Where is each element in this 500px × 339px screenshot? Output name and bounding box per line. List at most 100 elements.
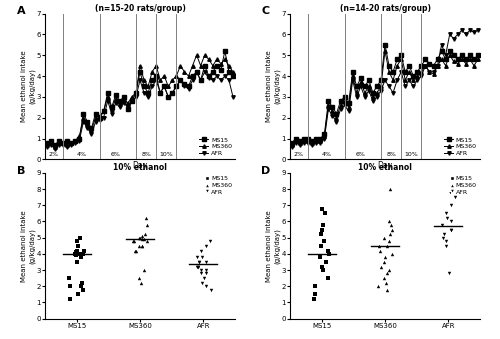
AFR xyxy=(322,137,328,141)
Point xyxy=(138,243,146,248)
AFR xyxy=(430,70,436,74)
AFR xyxy=(178,78,184,82)
Y-axis label: Mean ethanol intake
(g/kg/day): Mean ethanol intake (g/kg/day) xyxy=(22,210,35,282)
Point xyxy=(132,248,140,253)
MS360 xyxy=(301,139,307,143)
MS360 xyxy=(475,57,481,61)
Point xyxy=(320,238,328,244)
Point xyxy=(76,235,84,240)
AFR xyxy=(334,120,340,124)
Point xyxy=(77,254,85,260)
MS15 xyxy=(198,78,203,82)
Point xyxy=(440,232,448,237)
MS15 xyxy=(214,64,220,68)
MS360 xyxy=(92,116,98,120)
AFR xyxy=(121,101,127,105)
MS15 xyxy=(402,70,408,74)
MS360 xyxy=(210,64,216,68)
Point xyxy=(380,235,388,240)
MS15 xyxy=(410,74,416,78)
MS15 xyxy=(84,120,90,124)
AFR xyxy=(358,84,364,88)
Point xyxy=(386,232,394,237)
MS15 xyxy=(108,105,114,109)
MS15 xyxy=(475,53,481,57)
AFR xyxy=(133,95,139,99)
MS360 xyxy=(346,105,352,109)
MS360 xyxy=(129,95,135,99)
MS360 xyxy=(402,78,408,82)
Point xyxy=(130,248,138,253)
Y-axis label: Mean ethanol intake
(g/kg/day): Mean ethanol intake (g/kg/day) xyxy=(266,210,280,282)
Point xyxy=(80,248,88,253)
AFR xyxy=(108,112,114,116)
MS360 xyxy=(157,78,163,82)
X-axis label: Day: Day xyxy=(378,161,392,170)
Point xyxy=(316,254,324,260)
Point xyxy=(388,227,396,232)
Point xyxy=(383,243,391,248)
MS15 xyxy=(322,132,328,136)
AFR xyxy=(44,145,50,149)
MS15 xyxy=(305,137,311,141)
MS15 xyxy=(170,91,175,95)
Point xyxy=(72,250,80,255)
AFR xyxy=(166,95,172,99)
Point xyxy=(198,254,206,260)
MS360 xyxy=(334,116,340,120)
Point xyxy=(324,276,332,281)
MS15 xyxy=(206,74,212,78)
AFR xyxy=(455,32,461,36)
Point xyxy=(375,243,383,248)
Point xyxy=(382,271,390,276)
MS360 xyxy=(354,91,360,95)
AFR xyxy=(48,143,54,147)
Text: A: A xyxy=(16,6,25,16)
AFR xyxy=(64,145,70,149)
MS360 xyxy=(322,134,328,138)
Text: 10%: 10% xyxy=(404,152,418,157)
Point xyxy=(74,243,82,248)
MS360 xyxy=(406,70,412,74)
MS360 xyxy=(434,64,440,68)
MS15 xyxy=(297,139,303,143)
Point xyxy=(382,280,390,286)
Line: AFR: AFR xyxy=(46,70,234,151)
MS15 xyxy=(222,49,228,53)
AFR xyxy=(202,70,207,74)
AFR xyxy=(438,43,444,47)
MS360 xyxy=(133,91,139,95)
Point xyxy=(374,283,382,289)
MS15 xyxy=(68,141,74,145)
MS15 xyxy=(182,82,188,86)
Line: MS360: MS360 xyxy=(46,54,234,148)
MS360 xyxy=(178,64,184,68)
Point xyxy=(312,292,320,297)
Text: D: D xyxy=(262,166,271,176)
MS15 xyxy=(374,84,380,88)
AFR xyxy=(145,95,151,99)
AFR xyxy=(226,78,232,82)
MS15 xyxy=(398,53,404,57)
Point xyxy=(73,259,81,265)
MS360 xyxy=(370,95,376,99)
AFR xyxy=(210,78,216,82)
Line: MS15: MS15 xyxy=(290,43,480,144)
Point xyxy=(386,238,394,244)
MS15 xyxy=(426,61,432,65)
Point xyxy=(72,253,80,258)
MS15 xyxy=(471,57,477,61)
MS360 xyxy=(64,143,70,147)
AFR xyxy=(137,78,143,82)
MS360 xyxy=(72,139,78,143)
Point xyxy=(321,211,329,216)
MS15 xyxy=(358,76,364,80)
MS15 xyxy=(309,139,315,143)
MS15 xyxy=(178,78,184,82)
MS15 xyxy=(446,49,452,53)
MS15 xyxy=(104,91,110,95)
MS15 xyxy=(186,84,192,88)
AFR xyxy=(446,32,452,36)
MS15 xyxy=(293,137,299,141)
AFR xyxy=(96,118,102,122)
